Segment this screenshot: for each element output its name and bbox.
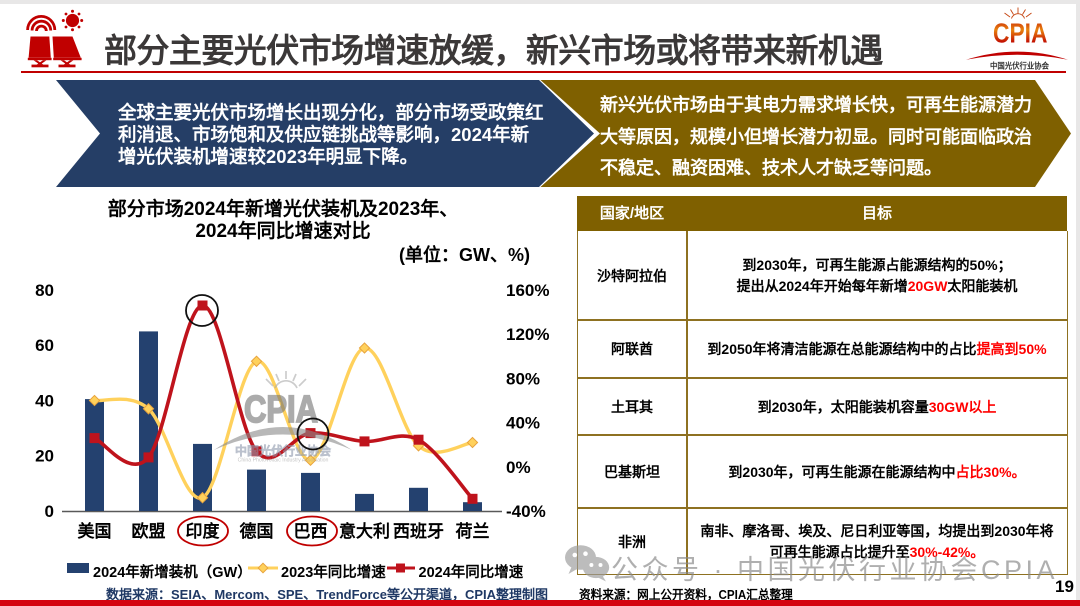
- svg-text:西班牙: 西班牙: [393, 522, 444, 541]
- svg-text:CPIA: CPIA: [244, 389, 318, 431]
- svg-text:80%: 80%: [506, 369, 540, 388]
- svg-text:中国光伏行业协会: 中国光伏行业协会: [990, 61, 1050, 71]
- svg-text:欧盟: 欧盟: [132, 521, 166, 541]
- svg-text:-40%: -40%: [506, 502, 546, 521]
- svg-text:40: 40: [35, 392, 54, 411]
- svg-text:60: 60: [35, 336, 54, 355]
- svg-text:160%: 160%: [506, 281, 549, 300]
- svg-text:0: 0: [45, 502, 54, 521]
- svg-text:China Photovoltaic Industry As: China Photovoltaic Industry Association: [238, 458, 329, 464]
- svg-text:美国: 美国: [78, 521, 112, 541]
- svg-text:德国: 德国: [240, 521, 274, 541]
- svg-text:中国光伏行业协会: 中国光伏行业协会: [235, 443, 332, 458]
- svg-text:巴西: 巴西: [294, 522, 328, 541]
- svg-text:40%: 40%: [506, 414, 540, 433]
- svg-text:印度: 印度: [186, 521, 221, 541]
- svg-text:20: 20: [35, 447, 54, 466]
- svg-text:CPIA: CPIA: [993, 18, 1048, 49]
- svg-text:意大利: 意大利: [339, 521, 390, 541]
- svg-text:0%: 0%: [506, 458, 531, 477]
- svg-text:120%: 120%: [506, 325, 549, 344]
- svg-text:80: 80: [35, 281, 54, 300]
- svg-text:荷兰: 荷兰: [456, 521, 490, 541]
